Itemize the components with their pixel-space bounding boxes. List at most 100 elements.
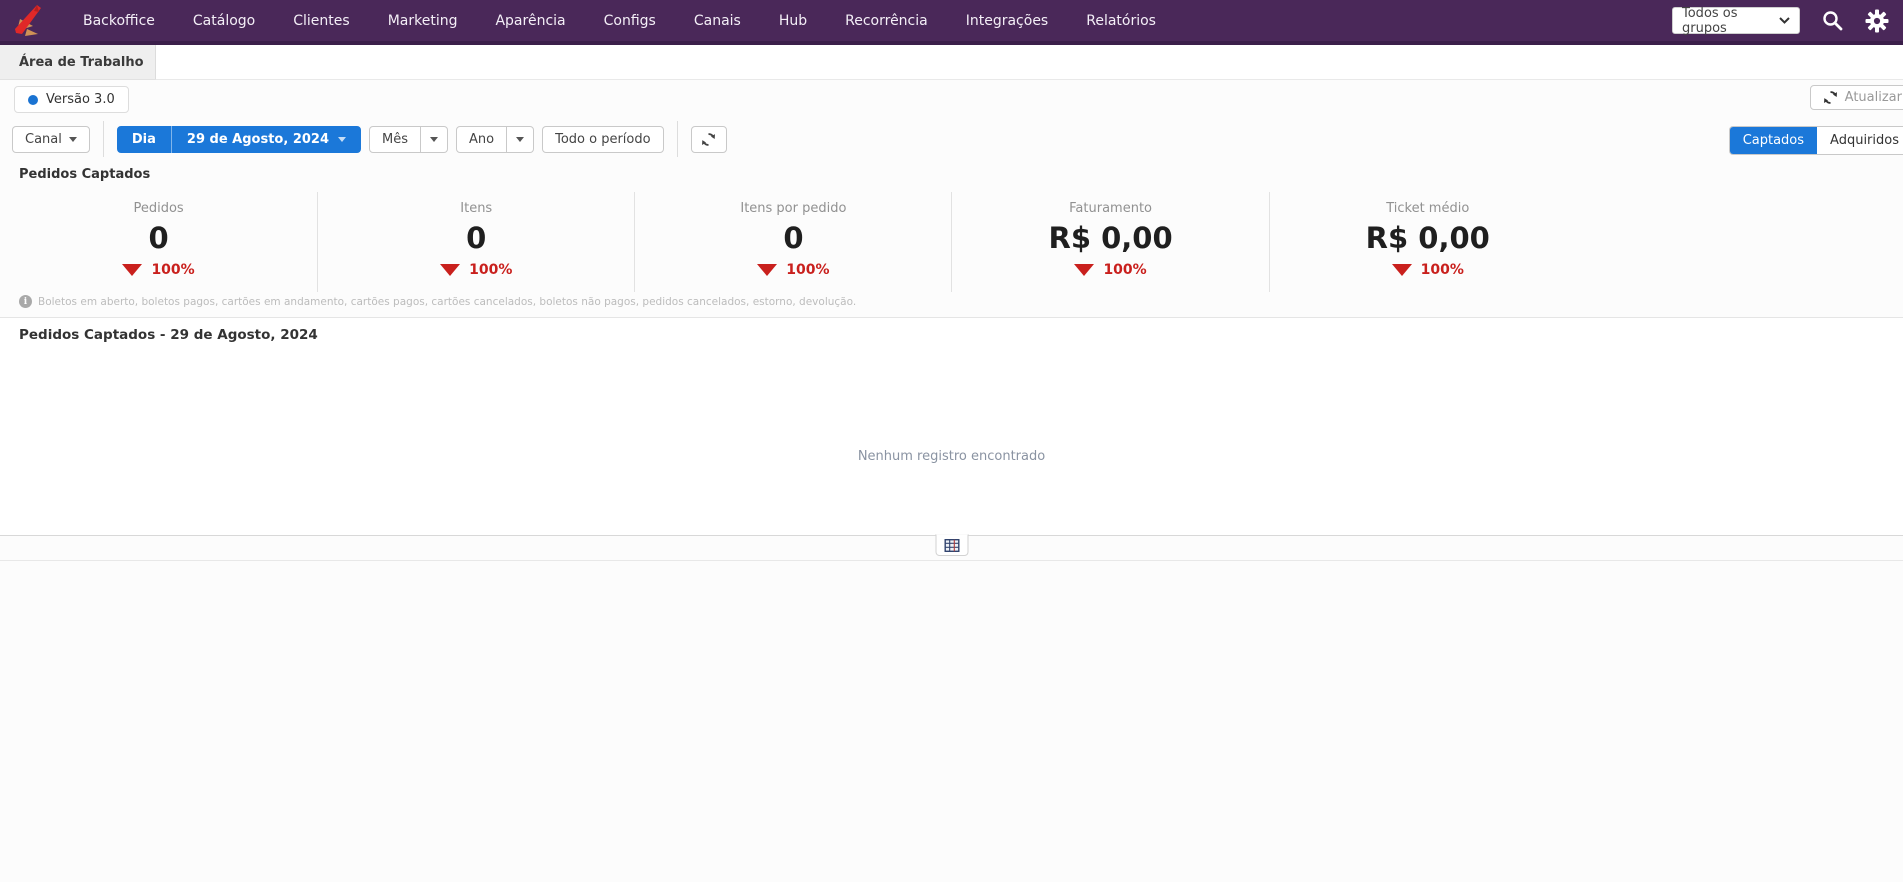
toggle-adquiridos[interactable]: Adquiridos [1830, 133, 1899, 148]
nav-right-controls: Todos os grupos [1672, 5, 1889, 36]
divider [676, 121, 678, 157]
day-label: Dia [131, 131, 156, 147]
metric-value: R$ 0,00 [1048, 221, 1173, 255]
gear-icon[interactable] [1865, 9, 1889, 33]
metric-delta: 100% [757, 262, 830, 279]
metric-label: Faturamento [1069, 201, 1152, 216]
chart-title: Pedidos Captados - 29 de Agosto, 2024 [19, 327, 318, 344]
metric-card-faturamento: Faturamento R$ 0,00 100% [951, 192, 1268, 293]
all-period-button[interactable]: Todo o período [542, 125, 664, 153]
metric-delta: 100% [1391, 262, 1464, 279]
search-icon[interactable] [1822, 10, 1843, 31]
tab-workspace[interactable]: Área de Trabalho [19, 54, 144, 70]
all-period-label: Todo o período [555, 131, 651, 147]
month-label: Mês [382, 131, 408, 147]
date-picker-button[interactable]: 29 de Agosto, 2024 [170, 125, 361, 153]
metric-delta-value: 100% [151, 262, 195, 279]
metric-delta-value: 100% [469, 262, 513, 279]
group-select[interactable]: Todos os grupos [1672, 5, 1800, 36]
nav-item-backoffice[interactable]: Backoffice [83, 12, 155, 29]
date-filter-group: Dia 29 de Agosto, 2024 [116, 125, 361, 153]
nav-item-relatorios[interactable]: Relatórios [1086, 12, 1156, 29]
metric-delta: 100% [1074, 262, 1147, 279]
year-label: Ano [469, 131, 495, 147]
info-icon: i [19, 295, 32, 309]
day-filter-button[interactable]: Dia [116, 125, 171, 153]
empty-state-message: Nenhum registro encontrado [857, 449, 1046, 465]
metric-label: Ticket médio [1386, 201, 1470, 216]
nav-item-canais[interactable]: Canais [693, 12, 741, 29]
canal-dropdown-button[interactable]: Canal [12, 125, 90, 153]
nav-item-integracoes[interactable]: Integrações [965, 12, 1049, 29]
year-filter-button[interactable]: Ano [456, 125, 508, 153]
caret-down-icon [516, 136, 525, 142]
year-dropdown-button[interactable] [507, 125, 535, 153]
metrics-footnote-text: Boletos em aberto, boletos pagos, cartõe… [38, 295, 857, 308]
tab-bar: Área de Trabalho [0, 45, 1903, 80]
nav-item-aparencia[interactable]: Aparência [495, 12, 566, 29]
date-value: 29 de Agosto, 2024 [186, 131, 329, 147]
metric-delta: 100% [122, 262, 195, 279]
month-filter-button[interactable]: Mês [369, 125, 421, 153]
trend-down-icon [440, 264, 461, 277]
refresh-page-button[interactable]: Atualizar [1809, 85, 1903, 110]
metric-value: 0 [148, 221, 169, 255]
orders-chart-panel: Pedidos Captados - 29 de Agosto, 2024 Ne… [0, 317, 1903, 557]
trend-down-icon [1074, 264, 1095, 277]
nav-item-catalogo[interactable]: Catálogo [192, 12, 256, 29]
metric-label: Itens por pedido [740, 201, 847, 216]
metric-card-itens-por-pedido: Itens por pedido 0 100% [634, 192, 951, 293]
refresh-icon [702, 132, 716, 146]
month-filter-split: Mês [369, 125, 448, 153]
metric-card-empty [1586, 192, 1903, 292]
metric-card-itens: Itens 0 100% [317, 192, 634, 293]
nav-item-configs[interactable]: Configs [603, 12, 656, 29]
trend-down-icon [757, 264, 778, 277]
canal-label: Canal [25, 131, 62, 147]
metrics-row: Pedidos 0 100% Itens 0 100% Itens por pe… [0, 192, 1903, 293]
nav-item-hub[interactable]: Hub [778, 12, 808, 29]
caret-down-icon [430, 136, 438, 142]
divider [102, 121, 104, 157]
toggle-captados[interactable]: Captados [1729, 127, 1818, 154]
metric-card-pedidos: Pedidos 0 100% [0, 192, 317, 292]
month-dropdown-button[interactable] [421, 125, 448, 153]
panel-footer-strip [0, 536, 1903, 562]
metric-delta-value: 100% [1420, 262, 1464, 279]
metric-value: R$ 0,00 [1365, 221, 1490, 255]
nav-menu: Backoffice Catálogo Clientes Marketing A… [64, 0, 1175, 41]
nav-item-recorrencia[interactable]: Recorrência [845, 12, 928, 29]
metric-delta-value: 100% [786, 262, 830, 279]
refresh-button-label: Atualizar [1844, 90, 1902, 105]
nav-item-clientes[interactable]: Clientes [293, 12, 350, 29]
nav-item-marketing[interactable]: Marketing [387, 12, 458, 29]
metrics-section-title: Pedidos Captados [19, 167, 151, 182]
refresh-filters-button[interactable] [690, 125, 727, 153]
metric-value: 0 [783, 221, 804, 255]
metric-value: 0 [466, 221, 487, 255]
table-view-button[interactable] [935, 534, 968, 557]
metric-delta: 100% [440, 262, 512, 278]
metrics-footnote: i Boletos em aberto, boletos pagos, cart… [19, 295, 1903, 309]
metric-delta-value: 100% [1103, 262, 1147, 279]
group-select-value: Todos os grupos [1682, 5, 1738, 36]
table-grid-icon [944, 538, 959, 552]
captados-adquiridos-toggle: Captados Adquiridos [1728, 126, 1903, 155]
trend-down-icon [1391, 264, 1412, 277]
version-badge[interactable]: Versão 3.0 [14, 86, 129, 113]
version-label: Versão 3.0 [46, 92, 115, 107]
version-dot-icon [28, 94, 38, 105]
top-nav: Backoffice Catálogo Clientes Marketing A… [0, 0, 1903, 45]
year-filter-split: Ano [456, 125, 535, 153]
metric-label: Itens [460, 201, 493, 216]
chevron-down-icon [1779, 17, 1790, 24]
tab-active-area[interactable] [155, 45, 1903, 80]
refresh-icon [1823, 91, 1837, 104]
metric-card-ticket-medio: Ticket médio R$ 0,00 100% [1268, 192, 1586, 293]
caret-down-icon [338, 136, 346, 142]
caret-down-icon [68, 136, 77, 142]
trend-down-icon [122, 264, 143, 277]
metric-label: Pedidos [133, 201, 184, 216]
filter-row: Canal Dia 29 de Agosto, 2024 Mês Ano [0, 119, 1903, 159]
